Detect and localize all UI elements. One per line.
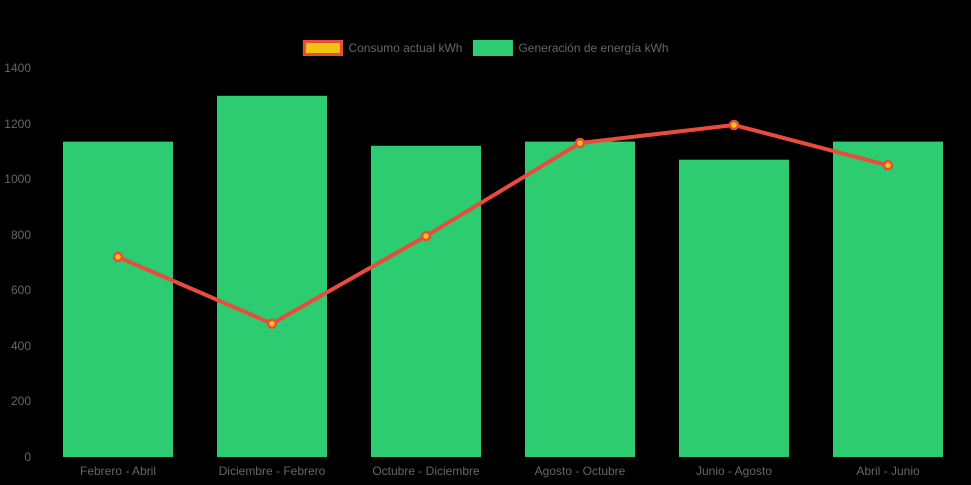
generacion-bar-4[interactable] <box>679 159 789 457</box>
y-tick-label-400: 400 <box>10 338 31 353</box>
y-tick-label-1000: 1000 <box>4 172 31 187</box>
x-axis-label-4: Junio - Agosto <box>695 464 773 478</box>
y-tick-label-1200: 1200 <box>4 116 31 131</box>
y-tick-label-600: 600 <box>10 283 31 298</box>
x-axis-label-0: Febrero - Abril <box>79 464 157 478</box>
x-axis-label-3: Agosto - Octubre <box>534 464 626 478</box>
legend-swatch-generacion-energia <box>472 40 513 56</box>
legend-label-consumo-actual: Consumo actual kWh <box>348 41 463 55</box>
legend-item-consumo-actual[interactable]: Consumo actual kWh <box>302 40 462 56</box>
generacion-bar-1[interactable] <box>217 95 327 458</box>
y-tick-label-0: 0 <box>24 450 31 464</box>
y-tick-label-800: 800 <box>10 227 31 242</box>
x-axis-label-1: Diciembre - Febrero <box>218 464 326 478</box>
legend-item-generacion-energia[interactable]: Generación de energía kWh <box>472 40 669 56</box>
y-tick-label-200: 200 <box>10 394 31 409</box>
generacion-bar-3[interactable] <box>525 141 635 457</box>
generacion-bar-5[interactable] <box>833 141 943 457</box>
legend-swatch-consumo-actual <box>302 40 343 56</box>
consumo-point-2[interactable] <box>420 230 432 242</box>
x-axis-label-2: Octubre - Diciembre <box>372 464 480 478</box>
consumo-point-3[interactable] <box>574 137 586 149</box>
consumo-point-4[interactable] <box>728 119 740 131</box>
consumo-line <box>116 123 890 326</box>
consumo-point-0[interactable] <box>112 251 124 263</box>
y-tick-label-1400: 1400 <box>4 61 31 75</box>
chart-legend: Consumo actual kWh Generación de energía… <box>302 40 669 56</box>
consumo-point-5[interactable] <box>882 160 894 171</box>
legend-label-generacion-energia: Generación de energía kWh <box>518 41 669 55</box>
generacion-bar-0[interactable] <box>63 141 173 457</box>
x-axis-label-5: Abril - Junio <box>856 464 920 478</box>
generacion-bar-2[interactable] <box>371 145 481 458</box>
consumo-point-1[interactable] <box>266 318 278 329</box>
